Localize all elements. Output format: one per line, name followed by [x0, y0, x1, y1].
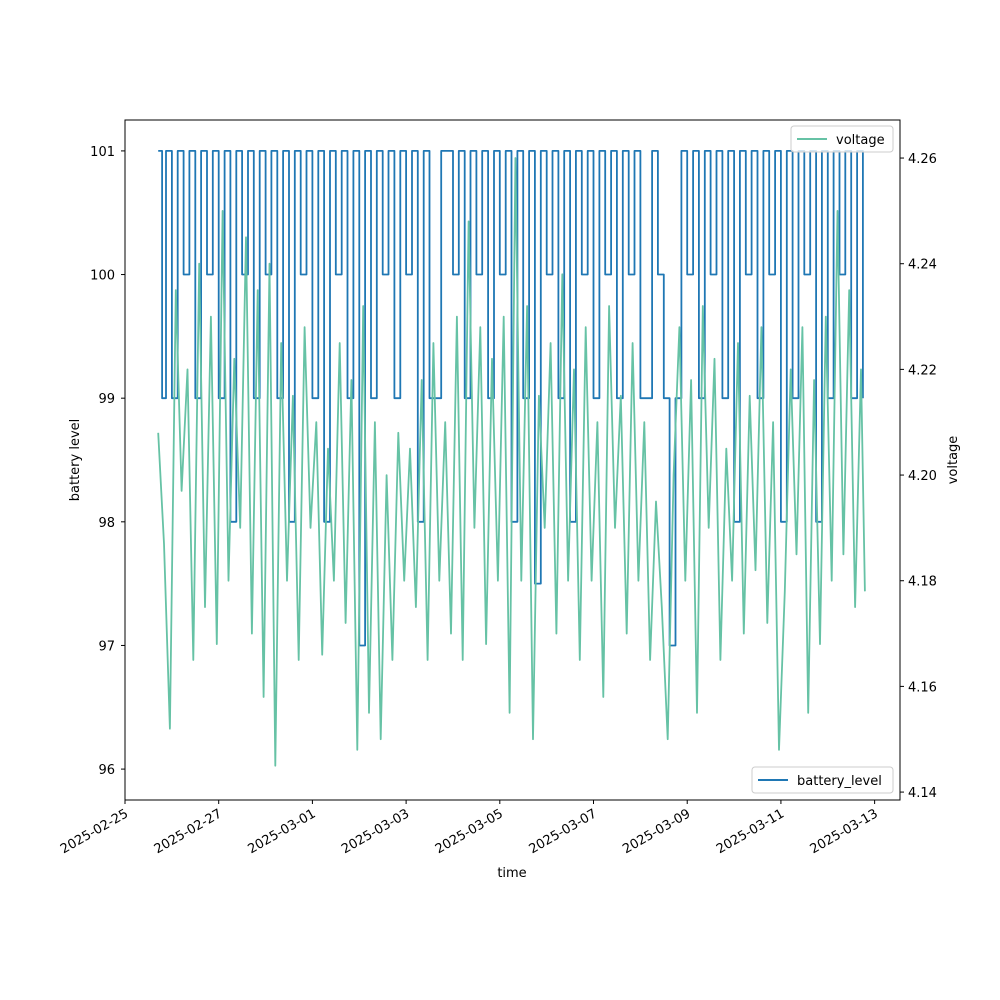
- legend-voltage: voltage: [790, 125, 894, 153]
- left-axis-label: battery level: [68, 419, 83, 502]
- left-tick-label: 101: [90, 145, 115, 160]
- legend-voltage-box: [790, 125, 894, 153]
- left-tick-label: 98: [98, 516, 115, 531]
- left-y-axis: 96 97 98 99 100 101: [90, 145, 125, 778]
- legend-battery-level: battery_level: [751, 766, 894, 794]
- right-tick-label: 4.18: [908, 575, 937, 590]
- right-tick-label: 4.22: [908, 363, 937, 378]
- right-y-axis: 4.14 4.16 4.18 4.20 4.22 4.24 4.26: [900, 152, 937, 801]
- left-tick-label: 97: [98, 639, 115, 654]
- legend-voltage-label: voltage: [836, 133, 885, 148]
- legend-battery-level-box: [751, 766, 894, 794]
- series-layer: [157, 150, 866, 767]
- legend-battery-level-label: battery_level: [797, 774, 882, 789]
- right-tick-label: 4.24: [908, 258, 937, 273]
- right-tick-label: 4.14: [908, 786, 937, 801]
- right-axis-label: voltage: [946, 436, 961, 485]
- right-tick-label: 4.16: [908, 680, 937, 695]
- right-tick-label: 4.20: [908, 469, 937, 484]
- plot-frame: [124, 119, 901, 801]
- left-tick-label: 96: [98, 763, 115, 778]
- x-axis-label: time: [497, 866, 526, 881]
- left-tick-label: 99: [98, 392, 115, 407]
- left-tick-label: 100: [90, 269, 115, 284]
- series-line-voltage: [157, 157, 866, 767]
- right-tick-label: 4.26: [908, 152, 937, 167]
